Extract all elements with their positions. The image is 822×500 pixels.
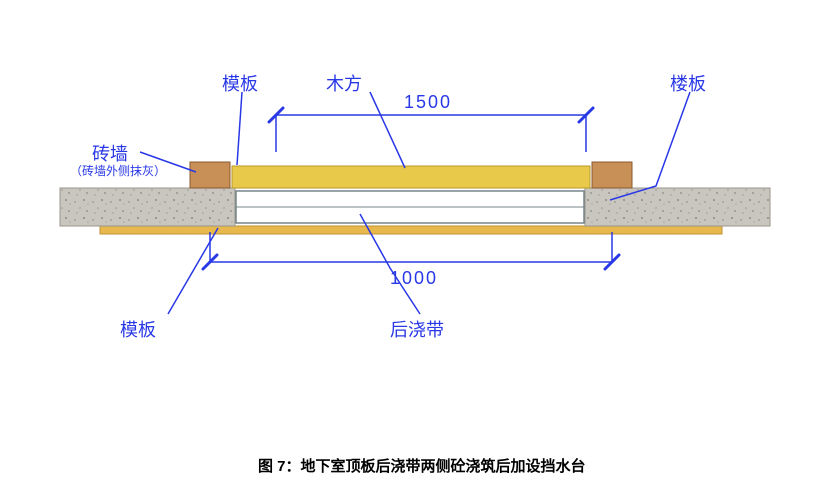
label-brick-wall-note: （砖墙外侧抹灰） bbox=[70, 162, 166, 179]
label-wood-batten: 木方 bbox=[326, 70, 362, 96]
figure-caption: 图 7：地下室顶板后浇带两侧砼浇筑后加设挡水台 bbox=[258, 455, 586, 476]
dim-bottom-text: 1000 bbox=[390, 268, 438, 289]
label-formwork-top: 模板 bbox=[222, 70, 258, 96]
label-formwork-bottom: 模板 bbox=[120, 316, 156, 342]
label-floor-slab: 楼板 bbox=[670, 70, 706, 96]
dim-top-text: 1500 bbox=[404, 92, 452, 113]
label-post-cast: 后浇带 bbox=[390, 316, 444, 342]
diagram-root: 模板 木方 楼板 砖墙 （砖墙外侧抹灰） 模板 后浇带 1500 1000 图 … bbox=[0, 0, 822, 500]
